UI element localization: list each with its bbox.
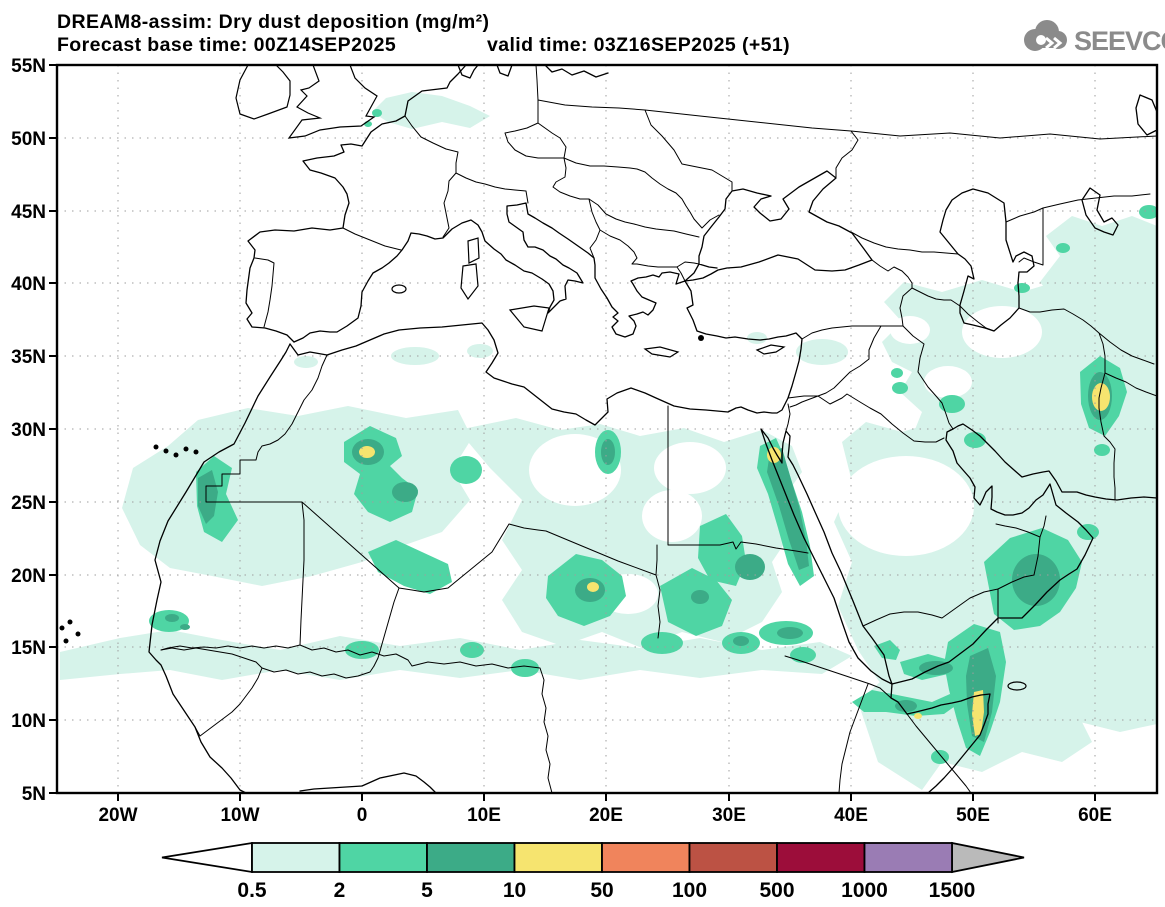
lat-label: 45N <box>11 202 46 223</box>
lat-label: 25N <box>11 493 46 514</box>
colorbar-segment <box>426 842 516 873</box>
lat-label: 5N <box>22 784 46 805</box>
coastlines <box>148 65 1157 793</box>
longitude-labels: 20W 10W 0 10E 20E 30E 40E 50E 60E <box>98 805 1111 826</box>
colorbar-label: 50 <box>590 879 613 902</box>
forecast-base-time-label: Forecast base time: 00Z14SEP2025 <box>57 34 396 56</box>
lon-label: 0 <box>357 805 368 826</box>
lon-label: 30E <box>712 805 746 826</box>
dust-level-10-50 <box>359 383 1110 736</box>
geography <box>59 65 1157 793</box>
colorbar-segment <box>601 842 691 873</box>
colorbar-segment <box>863 842 953 873</box>
lon-label: 20E <box>589 805 623 826</box>
lat-label: 15N <box>11 638 46 659</box>
colorbar-segment <box>338 842 428 873</box>
latitude-labels: 55N 50N 45N 40N 35N 30N 25N 20N 15N 10N … <box>11 56 46 805</box>
colorbar-segment <box>513 842 603 873</box>
colorbar-label: 0.5 <box>237 879 267 902</box>
lon-label: 50E <box>956 805 990 826</box>
colorbar-labels: 0.5 2 5 10 50 100 500 1000 1500 <box>237 879 975 902</box>
figure-title: DREAM8-assim: Dry dust deposition (mg/m²… <box>57 11 489 33</box>
colorbar-label: 500 <box>759 879 794 902</box>
islands <box>59 65 1027 691</box>
lat-label: 20N <box>11 566 46 587</box>
valid-time-label: valid time: 03Z16SEP2025 (+51) <box>487 34 790 56</box>
lon-label: 10W <box>220 805 259 826</box>
colorbar-label: 1000 <box>841 879 888 902</box>
lat-label: 40N <box>11 274 46 295</box>
lat-label: 30N <box>11 420 46 441</box>
lat-label: 35N <box>11 347 46 368</box>
cloud-icon <box>1024 20 1067 51</box>
dust-gaps-white <box>529 306 1042 614</box>
colorbar-under-arrow <box>161 841 253 874</box>
colorbar-label: 2 <box>334 879 346 902</box>
colorbar-label: 100 <box>672 879 707 902</box>
colorbar-segment <box>688 842 778 873</box>
colorbar-segment <box>251 842 341 873</box>
lat-label: 55N <box>11 56 46 77</box>
colorbar-over-arrow <box>951 841 1025 874</box>
graticule <box>57 65 1157 793</box>
lat-label: 50N <box>11 129 46 150</box>
lon-label: 20W <box>98 805 137 826</box>
lat-label: 10N <box>11 711 46 732</box>
logo-text: SEEVCCC <box>1074 26 1165 56</box>
colorbar-label: 10 <box>503 879 526 902</box>
lon-label: 60E <box>1078 805 1112 826</box>
lon-label: 10E <box>467 805 501 826</box>
lon-label: 40E <box>834 805 868 826</box>
seevccc-logo: SEEVCCC <box>1024 20 1165 56</box>
colorbar-segment <box>776 842 866 873</box>
colorbar: 0.5 2 5 10 50 100 500 1000 1500 <box>161 841 1025 902</box>
colorbar-label: 5 <box>421 879 433 902</box>
dust-deposition-layers <box>60 92 1157 790</box>
axis-ticks <box>49 64 1096 801</box>
colorbar-label: 1500 <box>929 879 976 902</box>
country-borders <box>160 65 1157 793</box>
